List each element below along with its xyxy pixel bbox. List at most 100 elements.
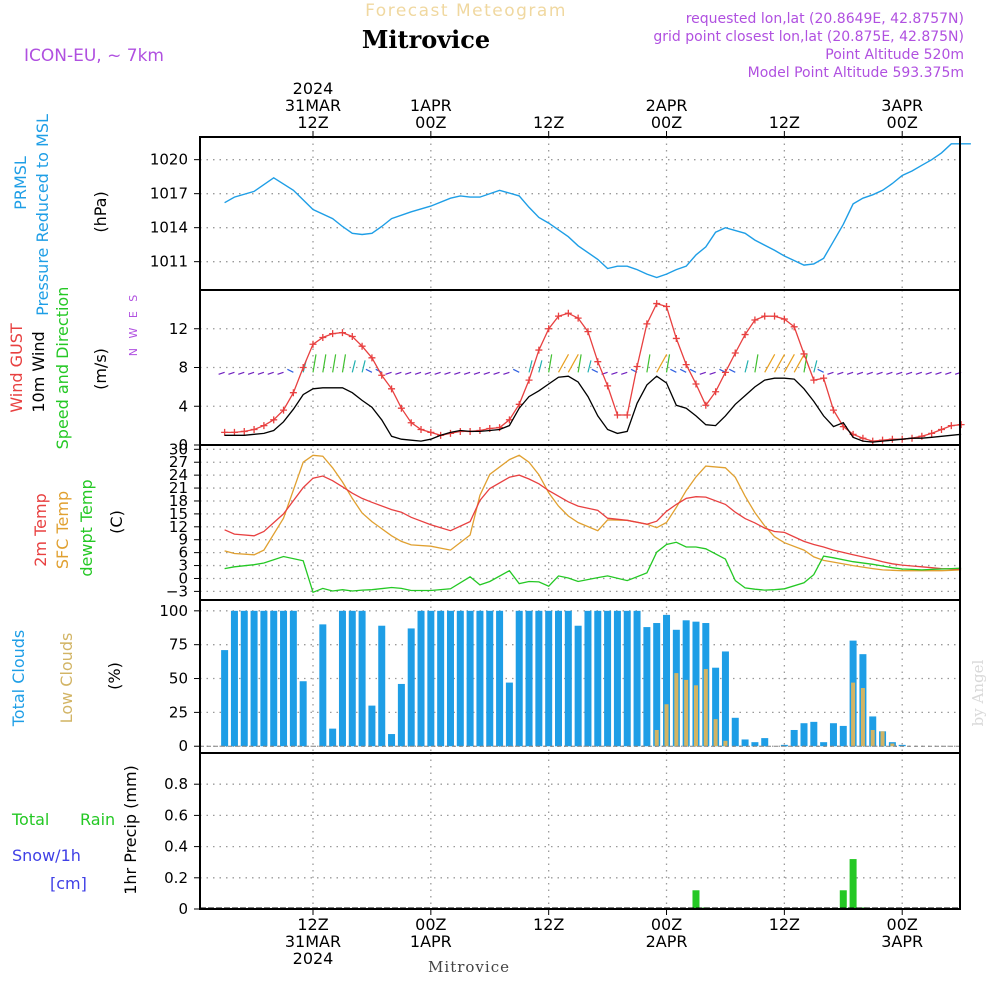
gust-marker [505,416,513,424]
gust-marker [574,314,582,322]
low-cloud-bar [654,729,659,747]
top-time-label: 00Z [415,113,446,132]
y-tick-label: −3 [166,582,188,600]
wind-arrow [277,371,284,375]
gust-marker [613,411,621,419]
gust-marker [751,316,759,324]
wind-arrow [247,371,255,375]
wind-arrow [512,368,520,373]
wind-arrow [567,354,579,373]
wind-arrow [744,360,749,373]
gust-marker [427,428,435,436]
wind-arrow [238,371,245,375]
wind-arrow [332,354,337,373]
gust-marker [289,389,297,397]
precip-unit: 1hr Precip (mm) [121,765,140,895]
wind-arrow [856,371,864,375]
total-cloud-bar [564,610,572,747]
total-cloud-bar [446,610,454,747]
panel-frame [199,136,961,291]
y-tick-label: 21 [169,479,188,497]
dewpt-temp-line [224,541,962,594]
gust-marker [643,320,651,328]
wind-arrow [611,371,618,375]
wind-arrow [557,354,570,373]
low-cloud-bar [723,740,728,747]
total-cloud-bar [221,650,229,747]
wind-arrow [813,360,818,373]
y-tick-label: 24 [169,466,188,484]
precip-total-label: Total [11,810,49,829]
wind-arrow [621,371,628,375]
total-cloud-bar [496,610,504,747]
wind-arrow [679,368,687,373]
wind-direction-arrows [218,354,962,375]
low-cloud-bar [703,669,708,747]
gust-line [224,302,962,442]
wind-arrow [493,371,500,375]
wind-arrow [434,371,441,375]
gust-marker [888,435,896,443]
total-cloud-bar [613,610,621,747]
wind-arrow [886,371,893,375]
gust-marker [780,315,788,323]
wind-arrow [876,371,883,375]
y-tick-label: 75 [169,636,188,654]
wind-arrow [689,368,697,373]
wind-arrow [728,368,736,373]
gridpoint-location: grid point closest lon,lat (20.875E, 42.… [653,29,964,45]
gust-marker [280,406,288,414]
y-tick-label: 1011 [150,253,188,271]
y-tick-label: 4 [178,397,188,415]
gust-marker [672,334,680,342]
gust-marker [947,422,955,430]
top-time-label: 2APR [646,96,688,115]
prmsl-line [224,143,971,279]
low-cloud-bar [870,729,875,747]
bottom-time-label: 00Z [887,915,918,934]
wind-arrow [218,371,225,375]
wind-arrow [915,371,923,375]
gust-marker [555,312,562,320]
gust-marker [761,312,769,320]
bottom-time-label: 00Z [651,915,682,934]
total-cloud-bar [240,610,248,747]
top-time-label: 12Z [533,113,564,132]
bottom-time-label: 12Z [297,915,328,934]
gust-marker [319,333,327,341]
y-tick-label: 6 [178,544,188,562]
panel-precip: 0 0.2 0.4 0.6 0.8 [164,753,960,918]
gust-marker [633,363,641,371]
total-cloud-bar [486,610,494,747]
top-time-label: 00Z [651,113,682,132]
y-tick-label: 0.4 [164,838,188,856]
top-time-label: 12Z [297,113,328,132]
temp2m-label: 2m Temp [31,493,50,567]
total-cloud-bar [280,610,288,747]
wind-arrow [837,371,844,375]
total-cloud-bar [505,682,513,747]
clouds-unit: (%) [105,662,124,690]
panel-frame [199,444,961,601]
wind-arrow [395,371,402,375]
wind-arrow [866,371,873,375]
top-time-label: 3APR [881,96,923,115]
total-cloud-bar [515,610,523,747]
total-cloud-bar [721,651,729,747]
wind-arrow [896,371,903,375]
wind-arrow [817,368,824,373]
gust-marker [397,404,405,412]
gust-markers [221,300,965,445]
wind-arrow [365,368,373,373]
wind-arrow [656,354,668,373]
wind-arrow [587,360,592,373]
credit: by Angel [969,659,987,726]
gust-marker [937,426,945,433]
precip-rain-label: Rain [80,810,115,829]
total-cloud-bar [545,610,553,747]
bottom-time-label: 31MAR [285,932,341,951]
wind-arrow [385,371,392,375]
gust-marker [250,426,258,433]
